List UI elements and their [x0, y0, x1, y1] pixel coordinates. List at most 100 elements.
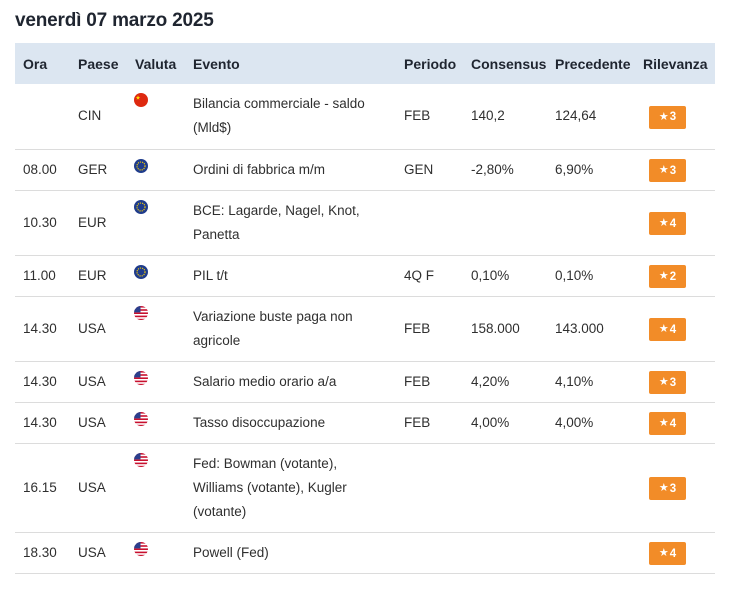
consensus-text: 140,2: [471, 108, 505, 124]
column-header-consensus[interactable]: Consensus: [463, 43, 547, 84]
event-name[interactable]: Ordini di fabbrica m/m: [193, 162, 325, 177]
country-cell: USA: [70, 361, 127, 403]
consensus-cell: 4,20%: [463, 361, 547, 403]
previous-cell: 6,90%: [547, 149, 635, 191]
column-header-paese[interactable]: Paese: [70, 43, 127, 84]
table-row[interactable]: 14.30 USA Salario medio orario a/a FEB 4…: [15, 361, 715, 403]
relevance-badge: ★ 3: [649, 105, 686, 129]
country-text: USA: [78, 373, 106, 389]
consensus-cell: [463, 532, 547, 574]
relevance-badge: ★ 4: [649, 318, 686, 341]
relevance-cell: ★ 3: [635, 84, 715, 150]
star-icon: ★: [658, 217, 669, 229]
country-text: USA: [78, 479, 106, 495]
relevance-badge: ★ 4: [649, 542, 686, 565]
country-text: USA: [78, 320, 106, 336]
event-cell[interactable]: Variazione buste paga non agricole: [185, 296, 396, 362]
table-row[interactable]: 14.30 USA Variazione buste paga non agric…: [15, 296, 715, 362]
table-row[interactable]: 16.15 USA Fed: Bowman (votante), Williams…: [15, 443, 715, 533]
event-name[interactable]: Variazione buste paga non agricole: [193, 309, 353, 348]
event-cell[interactable]: Salario medio orario a/a: [185, 361, 396, 403]
period-text: FEB: [404, 108, 431, 124]
period-text: 4Q F: [404, 267, 435, 283]
table-row[interactable]: 18.30 USA Powell (Fed) ★ 4: [15, 532, 715, 574]
event-line: Variazione buste paga non: [193, 308, 353, 324]
column-header-valuta[interactable]: Valuta: [127, 43, 185, 84]
event-name[interactable]: BCE: Lagarde, Nagel, Knot, Panetta: [193, 203, 360, 242]
country-text: USA: [78, 414, 106, 430]
consensus-cell: -2,80%: [463, 149, 547, 191]
period-text: GEN: [404, 161, 434, 177]
event-line: (votante): [193, 503, 247, 519]
star-icon: ★: [658, 482, 669, 494]
event-cell[interactable]: Fed: Bowman (votante), Williams (votante)…: [185, 443, 396, 533]
event-name[interactable]: PIL t/t: [193, 268, 228, 283]
table-row[interactable]: 11.00 EUR PIL t/t 4Q F 0,10% 0,10% ★ 2: [15, 255, 715, 297]
previous-cell: 143.000: [547, 296, 635, 362]
event-line: Williams (votante), Kugler: [193, 479, 347, 495]
event-cell[interactable]: PIL t/t: [185, 255, 396, 297]
time-text: 18.30: [23, 544, 57, 560]
relevance-cell: ★ 4: [635, 296, 715, 362]
column-header-rilevanza[interactable]: Rilevanza: [635, 43, 715, 84]
event-name[interactable]: Powell (Fed): [193, 545, 269, 560]
event-name[interactable]: Salario medio orario a/a: [193, 374, 336, 389]
event-line: Ordini di fabbrica m/m: [193, 161, 326, 177]
consensus-text: 158.000: [471, 320, 520, 336]
star-icon: ★: [658, 164, 669, 176]
event-line: Powell (Fed): [193, 544, 269, 560]
event-cell[interactable]: BCE: Lagarde, Nagel, Knot, Panetta: [185, 190, 396, 256]
consensus-cell: 140,2: [463, 84, 547, 150]
relevance-level: 3: [669, 376, 677, 389]
time-cell: [15, 84, 70, 150]
country-cell: CIN: [70, 84, 127, 150]
table-row[interactable]: 14.30 USA Tasso disoccupazione FEB 4,00%…: [15, 402, 715, 444]
time-text: 11.00: [23, 267, 56, 283]
event-line: Fed: Bowman (votante),: [193, 455, 338, 471]
relevance-cell: ★ 3: [635, 361, 715, 403]
time-text: 14.30: [23, 414, 57, 430]
table-row[interactable]: CIN Bilancia commerciale - saldo (Mld$) F…: [15, 84, 715, 150]
previous-text: 0,10%: [555, 267, 594, 283]
table-row[interactable]: 10.30 EUR BCE: Lagarde, Nagel, Knot, Pane…: [15, 190, 715, 256]
consensus-cell: 0,10%: [463, 255, 547, 297]
period-cell: FEB: [396, 84, 463, 150]
relevance-level: 3: [669, 111, 677, 124]
column-header-ora[interactable]: Ora: [15, 43, 70, 84]
star-icon: ★: [658, 547, 669, 559]
event-line: Bilancia commerciale - saldo: [193, 96, 365, 112]
star-icon: ★: [658, 270, 669, 282]
relevance-cell: ★ 2: [635, 255, 715, 297]
relevance-cell: ★ 4: [635, 532, 715, 574]
time-cell: 18.30: [15, 532, 70, 574]
time-text: 10.30: [23, 214, 57, 230]
period-cell: [396, 443, 463, 533]
event-cell[interactable]: Tasso disoccupazione: [185, 402, 396, 444]
us-flag-icon: [134, 411, 148, 426]
relevance-level: 4: [669, 217, 677, 230]
time-text: 16.15: [23, 479, 57, 495]
table-row[interactable]: 08.00 GER Ordini di fabbrica m/m GEN -2,…: [15, 149, 715, 191]
event-cell[interactable]: Powell (Fed): [185, 532, 396, 574]
event-name[interactable]: Tasso disoccupazione: [193, 415, 325, 430]
time-cell: 14.30: [15, 402, 70, 444]
event-line: PIL t/t: [193, 267, 228, 283]
event-name[interactable]: Fed: Bowman (votante), Williams (votante)…: [193, 456, 347, 519]
column-header-periodo[interactable]: Periodo: [396, 43, 463, 84]
country-text: EUR: [78, 214, 107, 230]
country-cell: EUR: [70, 190, 127, 256]
country-cell: USA: [70, 296, 127, 362]
previous-text: 4,10%: [555, 373, 594, 389]
event-cell[interactable]: Ordini di fabbrica m/m: [185, 149, 396, 191]
previous-cell: [547, 190, 635, 256]
relevance-cell: ★ 4: [635, 402, 715, 444]
event-name[interactable]: Bilancia commerciale - saldo (Mld$): [193, 96, 365, 135]
period-cell: FEB: [396, 402, 463, 444]
column-header-precedente[interactable]: Precedente: [547, 43, 635, 84]
column-header-evento[interactable]: Evento: [185, 43, 396, 84]
consensus-cell: [463, 190, 547, 256]
event-cell[interactable]: Bilancia commerciale - saldo (Mld$): [185, 84, 396, 150]
time-cell: 10.30: [15, 190, 70, 256]
period-cell: FEB: [396, 361, 463, 403]
currency-cell: [127, 255, 185, 297]
